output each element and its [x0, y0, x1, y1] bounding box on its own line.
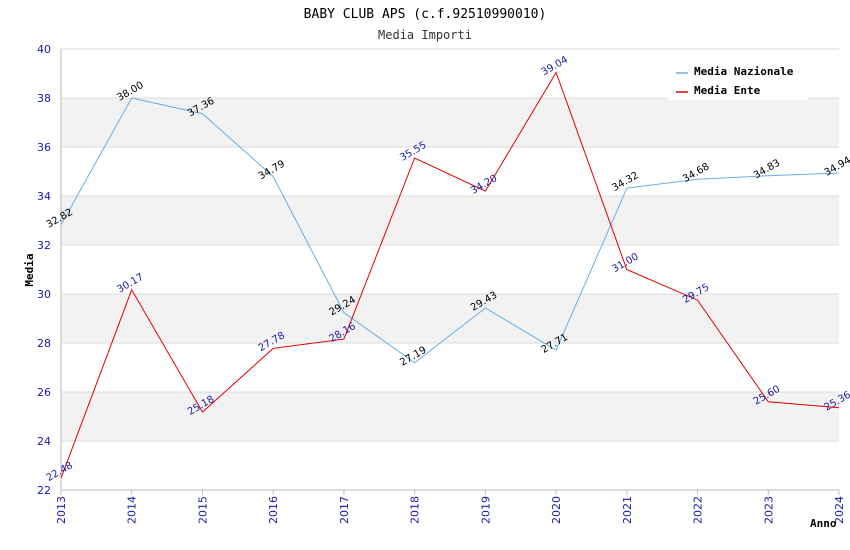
- y-tick-label: 22: [37, 484, 51, 497]
- y-tick-label: 34: [37, 190, 51, 203]
- x-axis-ticks: 2013 2014 2015 2016 2017 2018 2019 2020 2021 2022…: [55, 490, 846, 524]
- legend-label-ente: Media Ente: [694, 84, 761, 97]
- series-line-ente: [60, 71, 840, 479]
- legend-box: [668, 60, 808, 100]
- y-tick-label: 24: [37, 435, 51, 448]
- y-tick-label: 30: [37, 288, 51, 301]
- plot-band: [61, 392, 839, 441]
- series-line-nazionale: [60, 97, 840, 364]
- x-tick-label: 2019: [479, 496, 492, 524]
- x-tick-label: 2014: [126, 496, 139, 524]
- grid-lines: [61, 48, 839, 491]
- x-tick-label: 2013: [55, 496, 68, 524]
- plot-band: [61, 441, 839, 490]
- y-tick-label: 36: [37, 141, 51, 154]
- x-tick-label: 2023: [762, 496, 775, 524]
- plot-band: [61, 245, 839, 294]
- plot-band: [61, 98, 839, 147]
- chart-title: BABY CLUB APS (c.f.92510990010): [304, 7, 547, 22]
- series-lines: [60, 71, 840, 479]
- plot-band: [61, 196, 839, 245]
- axes: [60, 49, 839, 491]
- x-axis-label: Anno: [810, 517, 837, 530]
- x-tick-label: 2018: [409, 496, 422, 524]
- x-tick-label: 2016: [267, 496, 280, 524]
- y-axis-ticks: 22 24 26 28 30 32 34 36 38 40: [37, 43, 51, 497]
- plot-band: [61, 147, 839, 196]
- x-tick-label: 2017: [338, 496, 351, 524]
- x-tick-label: 2015: [196, 496, 209, 524]
- y-tick-label: 26: [37, 386, 51, 399]
- y-tick-label: 40: [37, 43, 51, 56]
- y-tick-label: 32: [37, 239, 51, 252]
- x-tick-label: 2021: [621, 496, 634, 524]
- x-tick-label: 2022: [692, 496, 705, 524]
- y-tick-label: 28: [37, 337, 51, 350]
- chart-subtitle: Media Importi: [378, 28, 472, 42]
- plot-band: [61, 343, 839, 392]
- y-axis-label: Media: [23, 253, 36, 286]
- legend: Media Nazionale Media Ente: [668, 60, 808, 100]
- legend-label-nazionale: Media Nazionale: [694, 65, 794, 78]
- x-tick-label: 2020: [550, 496, 563, 524]
- y-tick-label: 38: [37, 92, 51, 105]
- plot-background: [61, 49, 839, 490]
- x-tick-label: 2024: [833, 496, 846, 524]
